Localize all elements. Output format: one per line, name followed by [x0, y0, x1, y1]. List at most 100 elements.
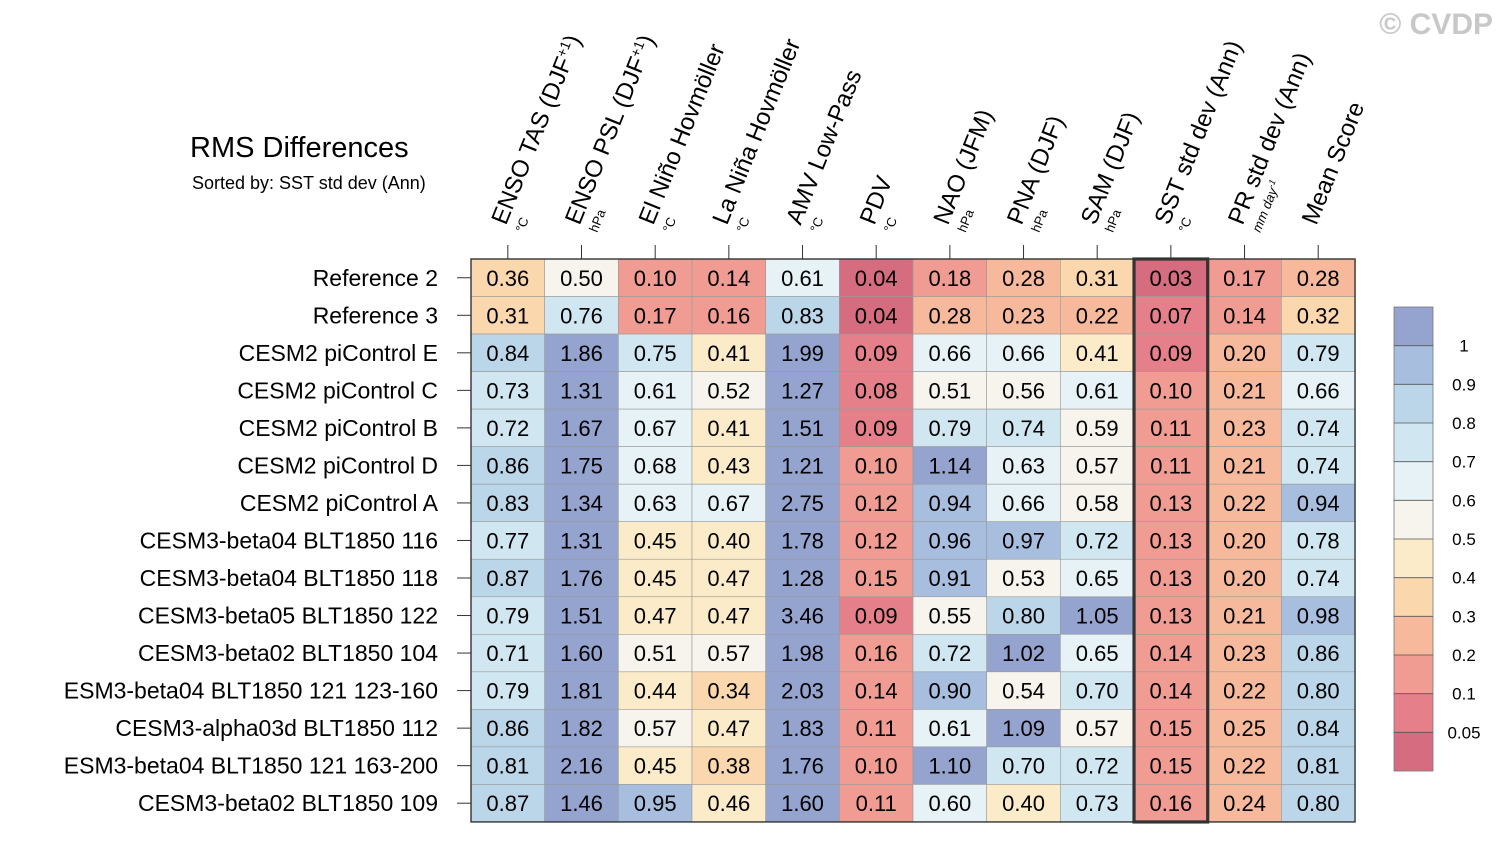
heatmap-cell [470, 709, 545, 748]
heatmap-cell [618, 633, 693, 673]
heatmap-cell [912, 671, 987, 710]
cell-value: 0.90 [928, 679, 971, 704]
colorbar-label: 0.3 [1452, 607, 1476, 626]
column-unit: °C [1175, 215, 1194, 234]
heatmap-cell [839, 746, 914, 785]
heatmap-cell [691, 521, 766, 560]
cell-value: 1.60 [781, 791, 824, 816]
cell-value: 0.72 [1076, 528, 1119, 553]
heatmap-cell [470, 483, 545, 523]
cell-value: 1.21 [781, 453, 824, 478]
cell-value: 0.25 [1223, 716, 1266, 741]
heatmap-cell [1281, 258, 1356, 297]
cell-value: 1.09 [1002, 716, 1045, 741]
cell-value: 0.17 [634, 303, 677, 328]
cell-value: 0.47 [707, 716, 750, 741]
colorbar-swatch [1394, 500, 1433, 539]
heatmap-cell [912, 596, 987, 635]
cell-value: 0.22 [1223, 679, 1266, 704]
cell-value: 0.79 [928, 416, 971, 441]
heatmap-cell [1281, 371, 1356, 410]
cell-value: 0.61 [781, 266, 824, 291]
cell-value: 0.66 [1002, 341, 1045, 366]
cell-value: 0.61 [928, 716, 971, 741]
heatmap-cell [470, 371, 545, 410]
cell-value: 0.24 [1223, 791, 1266, 816]
cell-value: 0.72 [1076, 754, 1119, 779]
cell-value: 0.79 [486, 679, 529, 704]
cell-value: 1.98 [781, 641, 824, 666]
cell-values: 0.36 0.50 0.10 0.14 0.61 0.04 0.18 0.28 0.31 0.03… [486, 266, 1339, 816]
column-label-text: Mean Score [1297, 98, 1371, 228]
heatmap-cell [544, 258, 619, 297]
heatmap-cell [618, 671, 693, 710]
cell-value: 0.51 [928, 378, 971, 403]
heatmap-cell [986, 296, 1061, 335]
cell-value: 0.08 [855, 378, 898, 403]
heatmap-cell [1281, 483, 1356, 523]
cell-value: 0.21 [1223, 453, 1266, 478]
cell-value: 0.23 [1002, 303, 1045, 328]
heatmap-cell [691, 746, 766, 785]
cell-value: 0.10 [634, 266, 677, 291]
cell-value: 1.27 [781, 378, 824, 403]
cell-value: 0.84 [486, 341, 529, 366]
cell-value: 0.12 [855, 528, 898, 553]
heatmap-cell [986, 784, 1061, 823]
row-labels: Reference 2 Reference 3 CESM2 piControl E C… [64, 265, 471, 816]
heatmap-cell [691, 596, 766, 635]
heatmap-cell [839, 446, 914, 485]
cell-value: 0.45 [634, 754, 677, 779]
heatmap-cell [618, 371, 693, 410]
heatmap-cell [1207, 671, 1282, 710]
cell-value: 0.72 [486, 416, 529, 441]
cell-value: 0.59 [1076, 416, 1119, 441]
cell-value: 1.75 [560, 453, 603, 478]
cell-value: 0.13 [1149, 528, 1192, 553]
cell-value: 1.83 [781, 716, 824, 741]
cell-value: 0.14 [1149, 679, 1192, 704]
heatmap-cell [470, 408, 545, 447]
cell-value: 0.61 [1076, 378, 1119, 403]
heatmap-cell [1060, 446, 1135, 485]
column-label: NAO (JFM)hPa [928, 106, 998, 235]
colorbar-label: 0.6 [1452, 491, 1476, 510]
heatmap-cell [618, 408, 693, 447]
cell-value: 0.32 [1297, 303, 1340, 328]
cell-value: 0.61 [634, 378, 677, 403]
cell-value: 1.46 [560, 791, 603, 816]
heatmap-cell [1281, 333, 1356, 372]
heatmap-cell [544, 521, 619, 560]
heatmap-cell [1133, 596, 1209, 635]
colorbar-label: 1 [1459, 337, 1468, 356]
colorbar-swatch [1394, 345, 1433, 385]
cell-value: 1.51 [781, 416, 824, 441]
cell-value: 0.55 [928, 604, 971, 629]
cell-value: 0.79 [486, 604, 529, 629]
cell-value: 0.20 [1223, 341, 1266, 366]
heatmap-cell [691, 371, 766, 410]
heatmap-cell [1207, 483, 1282, 523]
column-label: PDV°C [855, 172, 900, 234]
heatmap-cell [839, 784, 914, 823]
cell-value: 0.28 [1297, 266, 1340, 291]
cell-value: 0.73 [486, 378, 529, 403]
cell-value: 0.40 [707, 528, 750, 553]
heatmap-cell [1281, 633, 1356, 673]
cell-value: 0.81 [486, 754, 529, 779]
heatmap-cell [1133, 709, 1209, 748]
cell-value: 0.40 [1002, 791, 1045, 816]
cell-value: 0.23 [1223, 416, 1266, 441]
cell-value: 0.91 [928, 566, 971, 591]
cell-value: 0.67 [707, 491, 750, 516]
cell-value: 0.12 [855, 491, 898, 516]
heatmap-cell [470, 633, 545, 673]
cell-value: 0.16 [855, 641, 898, 666]
cell-value: 0.20 [1223, 566, 1266, 591]
heatmap-cell [986, 558, 1061, 598]
heatmap-cell [1207, 784, 1282, 823]
cell-value: 1.31 [560, 378, 603, 403]
colorbar-swatch [1394, 655, 1433, 694]
cell-value: 0.36 [486, 266, 529, 291]
